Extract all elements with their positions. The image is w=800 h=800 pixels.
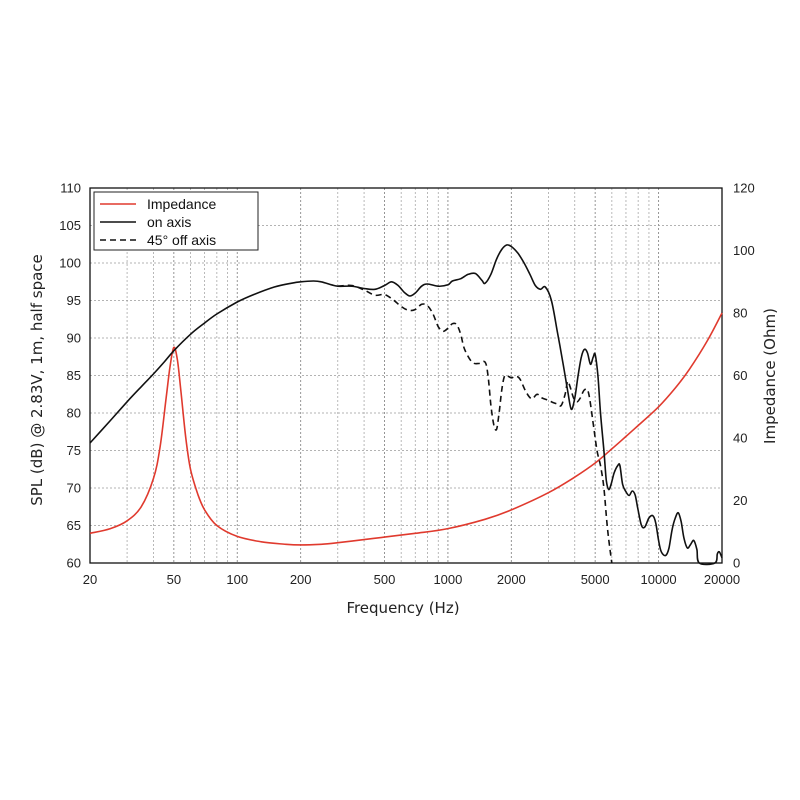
x-tick-label: 100 xyxy=(226,572,248,587)
off-axis-curve xyxy=(337,284,613,564)
y-tick-label: 95 xyxy=(67,293,81,308)
y-tick-label: 65 xyxy=(67,518,81,533)
impedance-curve xyxy=(89,312,723,546)
plot-frame xyxy=(89,187,723,564)
x-tick-label: 20000 xyxy=(704,572,740,587)
x-tick-label: 1000 xyxy=(433,572,462,587)
y2-tick-label: 100 xyxy=(733,243,755,258)
y-axis-title: SPL (dB) @ 2.83V, 1m, half space xyxy=(28,254,46,506)
x-tick-label: 5000 xyxy=(581,572,610,587)
y-tick-label: 70 xyxy=(67,481,81,496)
grid xyxy=(90,188,722,563)
y2-tick-label: 20 xyxy=(733,493,747,508)
y2-tick-label: 40 xyxy=(733,431,747,446)
legend-label-off-axis: 45° off axis xyxy=(147,232,216,248)
x-tick-label: 10000 xyxy=(641,572,677,587)
y-tick-label: 105 xyxy=(59,218,81,233)
legend-label-on-axis: on axis xyxy=(147,214,191,230)
y-tick-label: 90 xyxy=(67,331,81,346)
y2-tick-label: 0 xyxy=(733,556,740,571)
on-axis-curve xyxy=(89,244,723,566)
tick-labels: 20 50 100 200 500 1000 2000 5000 10000 2000060657… xyxy=(59,181,754,588)
x-axis-title: Frequency (Hz) xyxy=(346,599,459,617)
x-tick-label: 20 xyxy=(83,572,97,587)
y-tick-label: 75 xyxy=(67,443,81,458)
y-tick-label: 110 xyxy=(60,181,81,196)
y2-tick-label: 60 xyxy=(733,368,747,383)
y2-axis-title: Impedance (Ohm) xyxy=(761,308,779,444)
y2-tick-label: 80 xyxy=(733,306,747,321)
y-tick-label: 80 xyxy=(67,406,81,421)
legend: Impedance on axis 45° off axis xyxy=(93,191,259,251)
y-tick-label: 100 xyxy=(59,256,81,271)
x-tick-label: 500 xyxy=(374,572,396,587)
y-tick-label: 85 xyxy=(67,368,81,383)
curves xyxy=(89,244,723,566)
x-tick-label: 50 xyxy=(167,572,181,587)
x-tick-label: 2000 xyxy=(497,572,526,587)
legend-label-impedance: Impedance xyxy=(147,196,216,212)
x-tick-label: 200 xyxy=(290,572,312,587)
y-tick-label: 60 xyxy=(67,556,81,571)
y2-tick-label: 120 xyxy=(733,181,755,196)
